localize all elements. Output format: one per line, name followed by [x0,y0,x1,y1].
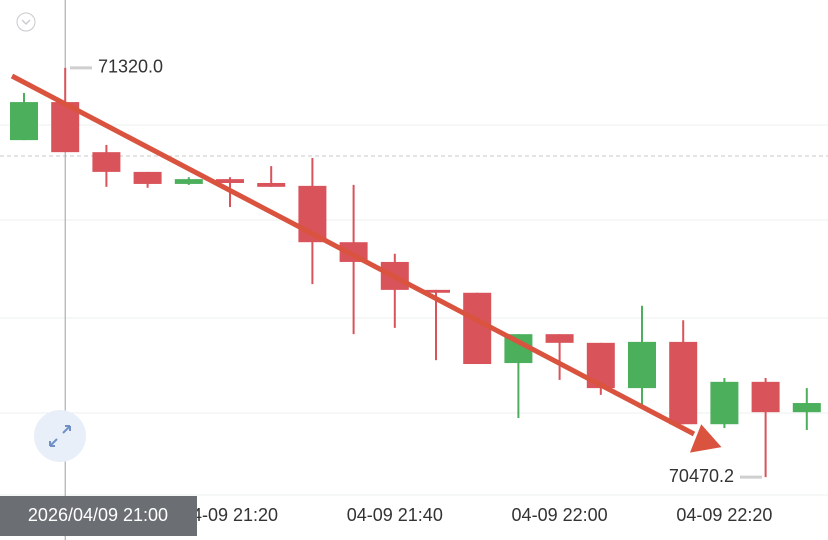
candle-body [133,171,162,184]
candle-body [710,381,739,425]
crosshair-label-bg [0,496,197,536]
x-tick-label: 04-09 21:20 [182,505,278,525]
candle-body [751,381,780,413]
candle-body [669,341,698,425]
candle-body [216,179,244,183]
candle-body [92,152,121,172]
expand-button-bg [34,410,86,462]
candle-body [257,182,286,187]
candle-body [463,292,492,365]
min-marker-label: 70470.2 [669,466,734,486]
trend-line [10,73,696,437]
menu-icon[interactable] [16,12,36,32]
crosshair-label: 2026/04/09 21:00 [28,505,168,525]
max-marker-label: 71320.0 [98,57,163,77]
x-tick-label: 04-09 21:40 [347,505,443,525]
expand-icon [49,425,71,447]
candle-body [422,289,450,293]
candle-body [628,341,656,389]
x-tick-label: 04-09 22:20 [676,505,772,525]
candle-body [10,102,38,141]
candle-body [174,179,203,184]
trend-arrow [10,73,722,453]
candle-body [792,403,821,413]
candle-body [545,334,574,343]
trend-arrow-head [689,424,722,453]
expand-button[interactable] [34,410,86,462]
x-tick-label: 04-09 22:00 [512,505,608,525]
menu-icon-chevron [21,19,31,25]
